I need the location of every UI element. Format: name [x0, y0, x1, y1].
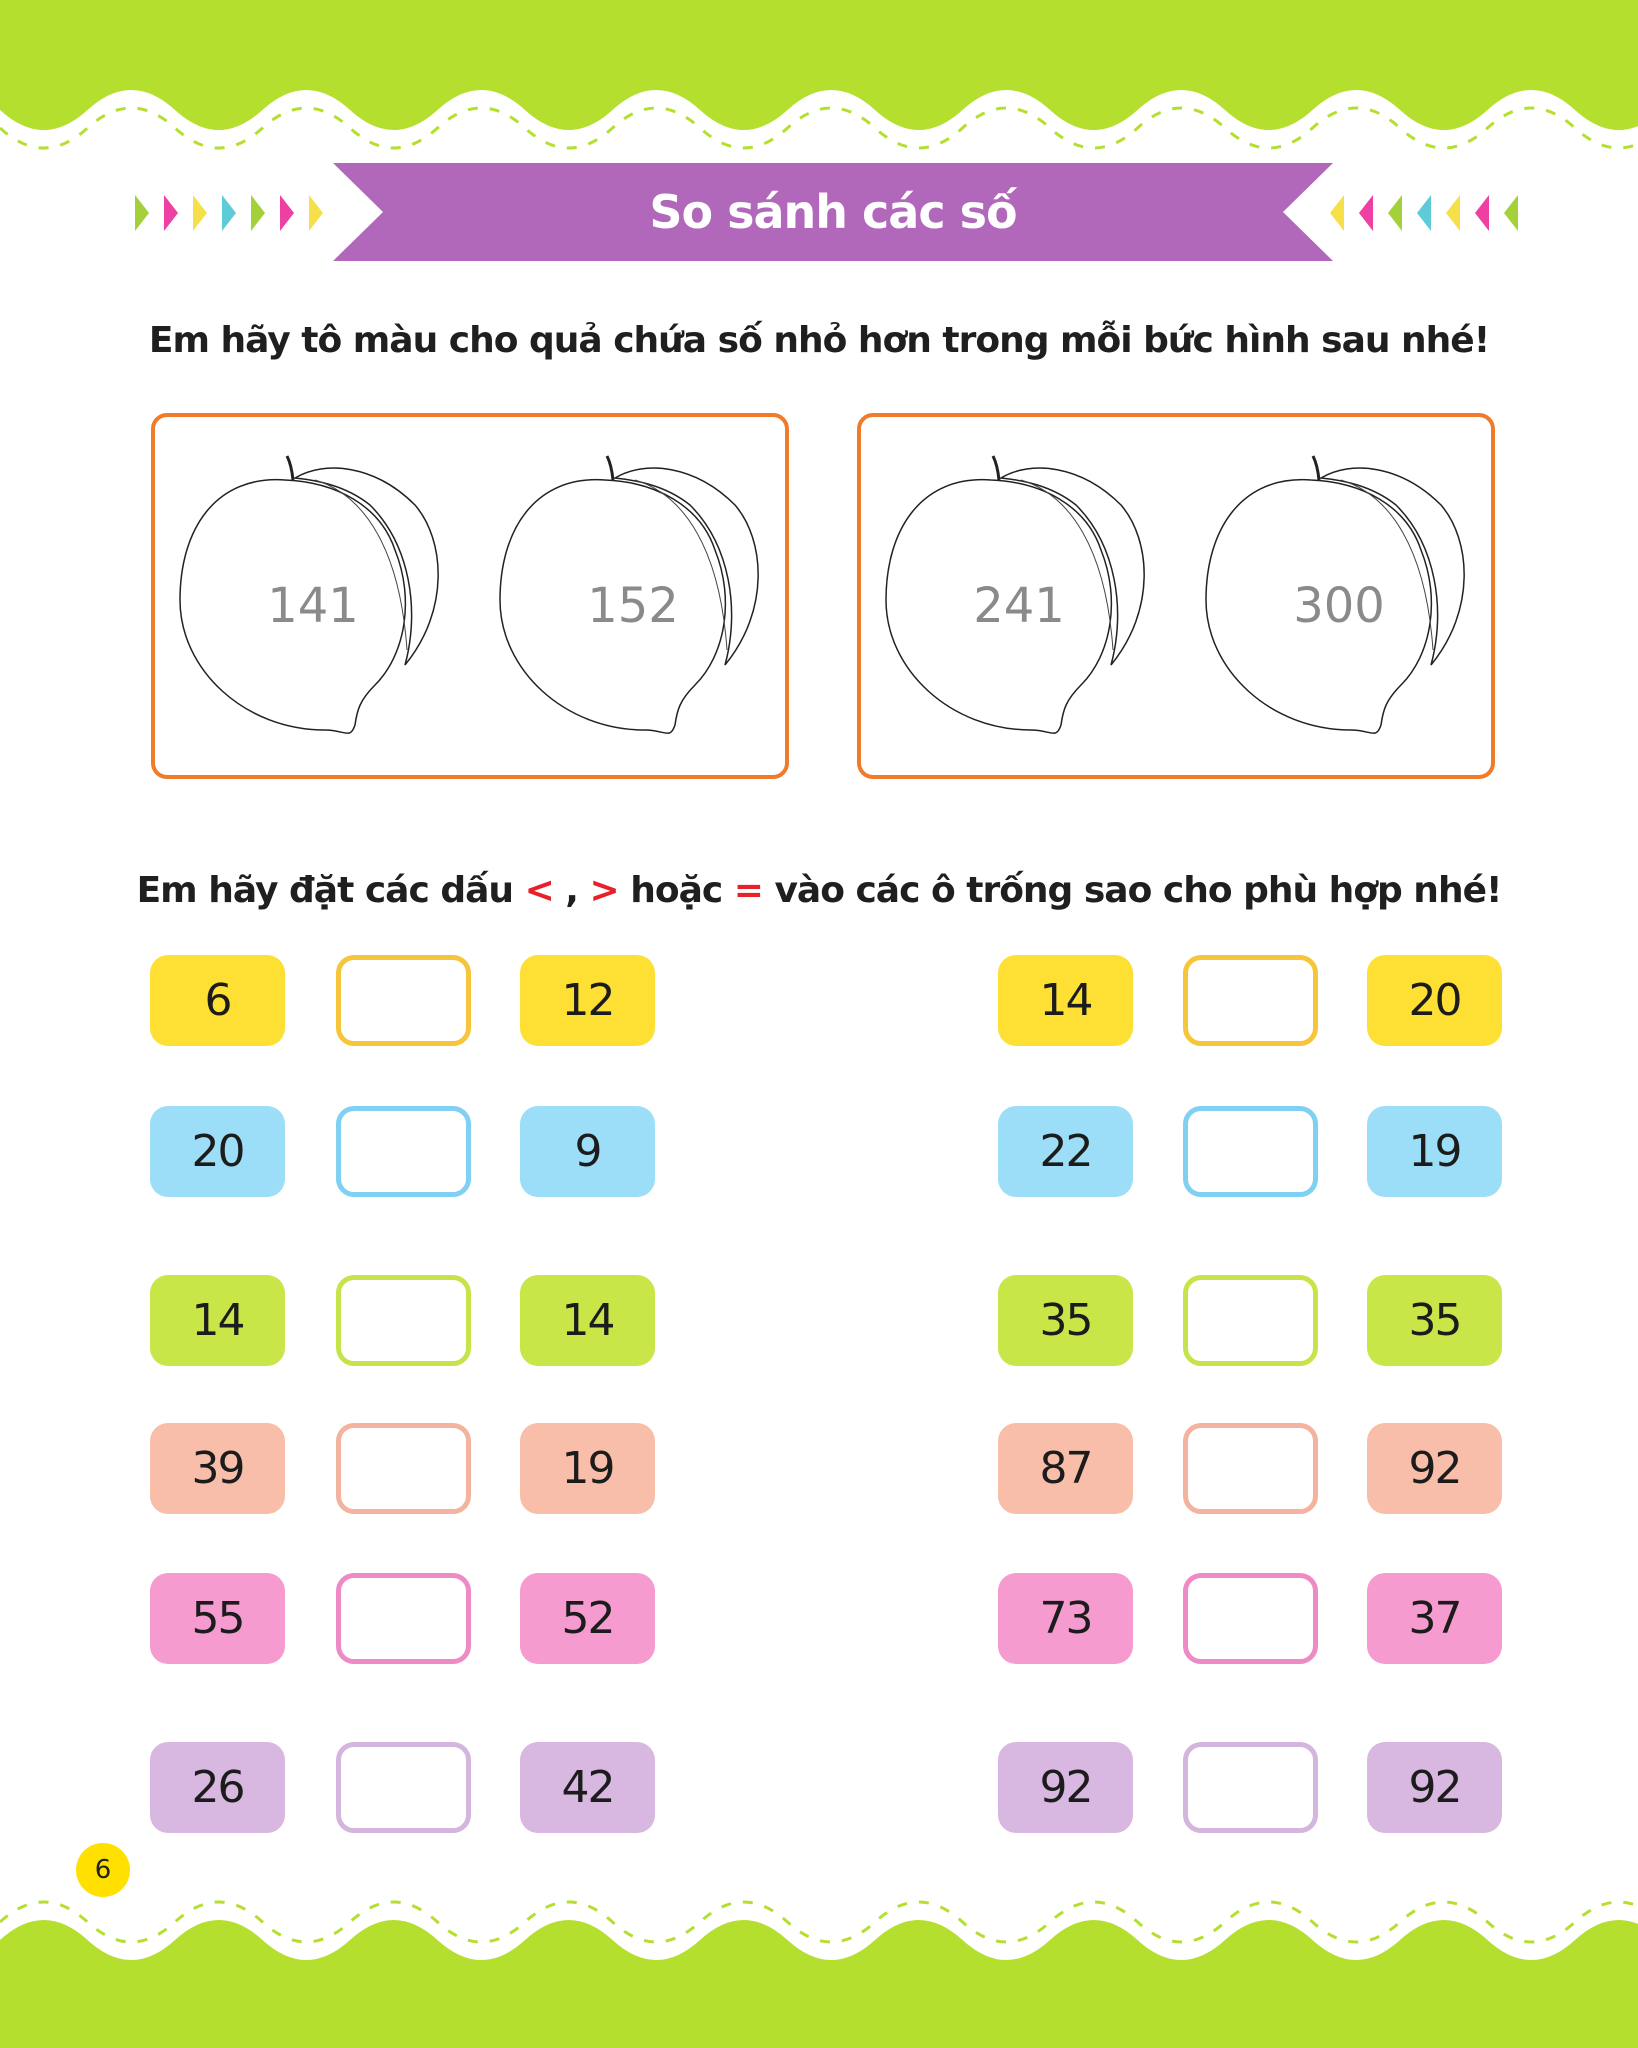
mango-icon [1205, 455, 1465, 734]
triangle-decoration [309, 195, 323, 231]
comparison-answer-box[interactable] [1183, 1742, 1318, 1833]
comparison-answer-box[interactable] [1183, 1423, 1318, 1514]
comparison-answer-box[interactable] [1183, 1275, 1318, 1366]
page-number: 6 [76, 1843, 130, 1897]
comparison-answer-box[interactable] [336, 955, 471, 1046]
triangle-decoration [193, 195, 207, 231]
number-box: 14 [150, 1275, 285, 1366]
number-box: 52 [520, 1573, 655, 1664]
title-ribbon [333, 163, 1333, 261]
comparison-answer-box[interactable] [336, 1573, 471, 1664]
number-box: 19 [1367, 1106, 1502, 1197]
triangle-decoration [164, 195, 178, 231]
number-box: 14 [998, 955, 1133, 1046]
fruit-number: 300 [1293, 578, 1385, 634]
fruit-group-2 [857, 413, 1495, 779]
exercise1-instruction: Em hãy tô màu cho quả chứa số nhỏ hơn tr… [148, 320, 1490, 361]
mango-fruit[interactable]: 152 [495, 450, 785, 750]
triangle-decoration [1504, 195, 1518, 231]
instruction-text: Em hãy đặt các dấu [136, 870, 525, 911]
top-decorative-band [0, 0, 1638, 150]
exercise2-instruction: Em hãy đặt các dấu < , > hoặc = vào các … [0, 870, 1638, 911]
mango-fruit[interactable]: 300 [1201, 450, 1491, 750]
mango-icon [885, 455, 1145, 734]
fruit-number: 152 [587, 578, 679, 634]
triangle-decoration [1359, 195, 1373, 231]
comparison-answer-box[interactable] [336, 1423, 471, 1514]
triangle-decoration [1417, 195, 1431, 231]
comparison-answer-box[interactable] [336, 1275, 471, 1366]
triangle-decoration [1330, 195, 1344, 231]
number-box: 19 [520, 1423, 655, 1514]
instruction-comma: , [553, 870, 590, 911]
triangle-decoration [1388, 195, 1402, 231]
triangle-decoration [1475, 195, 1489, 231]
comparison-answer-box[interactable] [336, 1106, 471, 1197]
fruit-number: 141 [267, 578, 359, 634]
triangle-decoration [135, 195, 149, 231]
number-box: 20 [150, 1106, 285, 1197]
mango-icon [179, 455, 439, 734]
mango-icon [499, 455, 759, 734]
number-box: 73 [998, 1573, 1133, 1664]
right-triangle-decoration [1330, 195, 1518, 231]
bottom-decorative-band [0, 1900, 1638, 2048]
instruction-or: hoặc [618, 870, 734, 911]
comparison-answer-box[interactable] [1183, 1106, 1318, 1197]
number-box: 14 [520, 1275, 655, 1366]
less-than-symbol: < [524, 870, 555, 911]
number-box: 92 [1367, 1423, 1502, 1514]
number-box: 42 [520, 1742, 655, 1833]
number-box: 92 [1367, 1742, 1502, 1833]
greater-than-symbol: > [589, 870, 620, 911]
comparison-answer-box[interactable] [336, 1742, 471, 1833]
number-box: 20 [1367, 955, 1502, 1046]
triangle-decoration [222, 195, 236, 231]
comparison-answer-box[interactable] [1183, 1573, 1318, 1664]
number-box: 12 [520, 955, 655, 1046]
left-triangle-decoration [135, 195, 323, 231]
fruit-group-1 [151, 413, 789, 779]
triangle-decoration [1446, 195, 1460, 231]
equals-symbol: = [733, 870, 764, 911]
number-box: 26 [150, 1742, 285, 1833]
number-box: 6 [150, 955, 285, 1046]
mango-fruit[interactable]: 241 [881, 450, 1171, 750]
number-box: 35 [1367, 1275, 1502, 1366]
instruction-text-end: vào các ô trống sao cho phù hợp nhé! [762, 870, 1502, 911]
number-box: 87 [998, 1423, 1133, 1514]
number-box: 92 [998, 1742, 1133, 1833]
number-box: 9 [520, 1106, 655, 1197]
page-title: So sánh các số [649, 185, 1017, 239]
triangle-decoration [251, 195, 265, 231]
fruit-number: 241 [973, 578, 1065, 634]
triangle-decoration [280, 195, 294, 231]
mango-fruit[interactable]: 141 [175, 450, 465, 750]
comparison-answer-box[interactable] [1183, 955, 1318, 1046]
number-box: 55 [150, 1573, 285, 1664]
number-box: 37 [1367, 1573, 1502, 1664]
number-box: 35 [998, 1275, 1133, 1366]
number-box: 39 [150, 1423, 285, 1514]
number-box: 22 [998, 1106, 1133, 1197]
